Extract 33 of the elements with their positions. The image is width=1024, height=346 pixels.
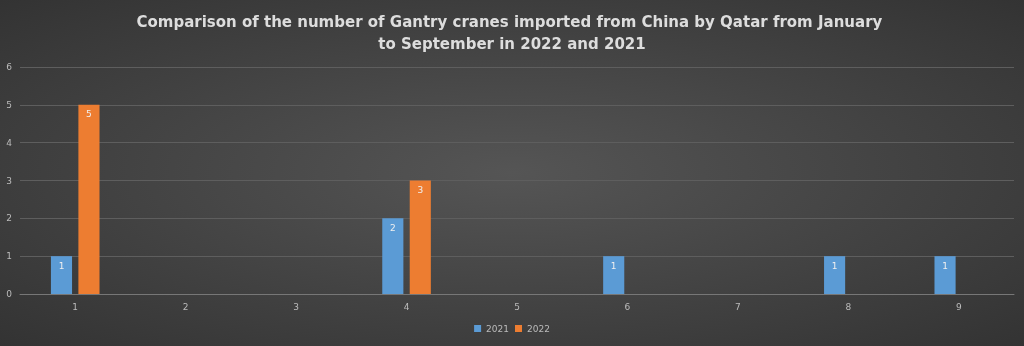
data-label: 3 [417,185,424,195]
data-label: 1 [831,260,838,271]
data-label: 1 [942,260,948,271]
x-tick-label: 1 [72,301,79,312]
y-tick-label: 5 [6,99,12,110]
y-tick-label: 0 [6,289,13,299]
bar [934,256,956,294]
data-label: 1 [58,260,65,271]
x-tick-label: 7 [735,301,741,312]
legend-label: 2021 [486,323,509,334]
data-label: 5 [86,109,92,120]
y-tick-label: 4 [6,137,13,148]
x-tick-label: 6 [624,301,631,312]
data-label: 1 [610,260,617,271]
bar [409,180,431,294]
legend-label: 2022 [527,323,550,334]
chart-title: Comparison of the number of Gantry cranes imported from China by Qatar from January to September in 2022 and 2021 [136,13,888,53]
data-label: 2 [389,222,396,233]
bar [382,218,404,294]
bar [603,256,625,294]
x-tick-label: 3 [293,301,299,312]
x-tick-label: 5 [514,301,520,312]
x-tick-label: 4 [403,301,410,312]
x-tick-label: 2 [182,301,189,312]
y-tick-label: 1 [6,251,12,262]
bar [824,256,846,294]
y-tick-label: 3 [6,175,12,186]
bar [78,104,100,294]
y-tick-label: 2 [6,213,12,224]
x-tick-label: 8 [845,301,852,312]
x-tick-label: 9 [955,301,962,312]
bar [50,256,73,294]
y-tick-label: 6 [6,62,13,72]
